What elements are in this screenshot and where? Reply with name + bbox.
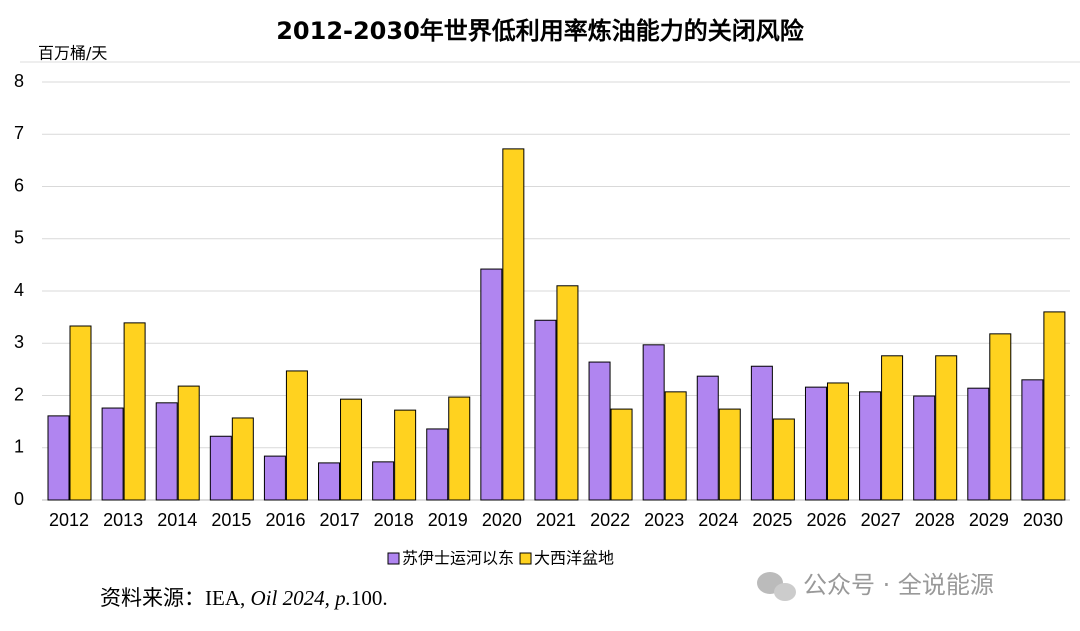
- bar: [394, 409, 417, 501]
- bar: [263, 455, 286, 501]
- bar: [448, 396, 471, 501]
- legend-swatch: [387, 552, 400, 565]
- bar: [285, 370, 308, 501]
- bar: [209, 435, 232, 501]
- y-tick-label: 2: [14, 384, 24, 404]
- bar: [47, 415, 70, 501]
- bar: [804, 386, 827, 501]
- legend-label: 苏伊士运河以东: [402, 549, 514, 568]
- source-prefix: 资料来源：IEA,: [100, 586, 251, 610]
- y-tick-label: 0: [14, 489, 24, 509]
- source-note: 资料来源：IEA, Oil 2024, p.100.: [100, 586, 388, 610]
- bar: [826, 382, 849, 501]
- bar: [231, 417, 254, 501]
- bar: [610, 408, 633, 501]
- y-tick-label: 6: [14, 175, 24, 195]
- bar: [123, 322, 146, 501]
- x-tick-label: 2024: [698, 510, 738, 530]
- bar: [177, 385, 200, 501]
- bar: [989, 333, 1012, 501]
- bar: [935, 355, 958, 501]
- y-tick-label: 1: [14, 437, 24, 457]
- x-tick-label: 2019: [428, 510, 468, 530]
- x-tick-label: 2020: [482, 510, 522, 530]
- watermark: 公众号 · 全说能源: [803, 571, 994, 599]
- x-tick-label: 2012: [49, 510, 89, 530]
- y-tick-label: 4: [14, 280, 24, 300]
- x-tick-label: 2018: [374, 510, 414, 530]
- y-tick-label: 7: [14, 123, 24, 143]
- bar: [1043, 311, 1066, 501]
- bar: [426, 428, 449, 501]
- x-tick-label: 2014: [157, 510, 197, 530]
- bar: [967, 387, 990, 501]
- bar: [340, 398, 363, 501]
- x-tick-label: 2029: [969, 510, 1009, 530]
- bar: [372, 461, 395, 501]
- x-tick-label: 2017: [320, 510, 360, 530]
- bar: [750, 365, 773, 501]
- y-tick-label: 5: [14, 228, 24, 248]
- bar: [155, 402, 178, 501]
- x-tick-label: 2015: [211, 510, 251, 530]
- x-tick-label: 2022: [590, 510, 630, 530]
- bar: [664, 391, 687, 501]
- bar: [556, 285, 579, 501]
- legend-label: 大西洋盆地: [534, 549, 614, 568]
- bar: [588, 361, 611, 501]
- x-tick-label: 2026: [807, 510, 847, 530]
- bar: [480, 268, 503, 501]
- x-tick-label: 2016: [265, 510, 305, 530]
- bar: [859, 391, 882, 501]
- bar: [696, 375, 719, 501]
- bar: [642, 344, 665, 501]
- bar: [69, 325, 92, 501]
- x-tick-label: 2023: [644, 510, 684, 530]
- bar: [772, 418, 795, 501]
- y-tick-label: 3: [14, 332, 24, 352]
- legend-swatch: [519, 552, 532, 565]
- bar: [534, 319, 557, 501]
- x-tick-label: 2030: [1023, 510, 1063, 530]
- bar: [101, 407, 124, 501]
- chart-title: 2012-2030年世界低利用率炼油能力的关闭风险: [276, 17, 805, 45]
- bar: [1021, 379, 1044, 501]
- x-tick-label: 2028: [915, 510, 955, 530]
- bar: [718, 408, 741, 501]
- watermark-icon: [757, 572, 796, 601]
- bar: [318, 462, 341, 501]
- source-italic: Oil 2024, p.: [251, 586, 351, 610]
- bar: [502, 148, 525, 501]
- source-suffix: 100.: [351, 586, 388, 610]
- x-tick-label: 2025: [752, 510, 792, 530]
- bar: [881, 355, 904, 501]
- x-tick-label: 2027: [861, 510, 901, 530]
- x-tick-label: 2021: [536, 510, 576, 530]
- y-axis-label: 百万桶/天: [38, 44, 107, 63]
- bar: [913, 395, 936, 501]
- x-tick-label: 2013: [103, 510, 143, 530]
- y-tick-label: 8: [14, 71, 24, 91]
